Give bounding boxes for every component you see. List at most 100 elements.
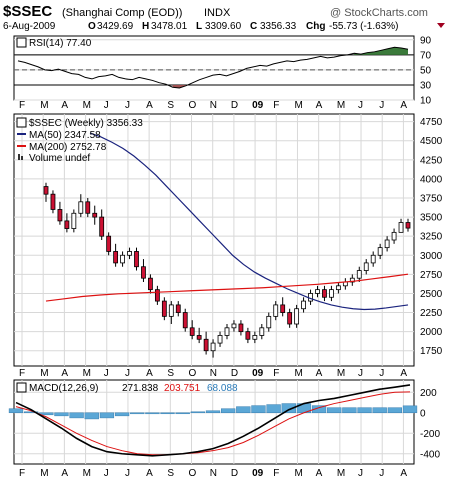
macd-histogram-bar: [145, 412, 160, 415]
x-tick-label: F: [19, 100, 25, 111]
candlestick: [175, 301, 181, 317]
x-tick-label: A: [400, 368, 407, 379]
volume-legend-bar: [18, 154, 20, 160]
watermark: @ StockCharts.com: [330, 7, 428, 19]
x-tick-label: M: [337, 368, 345, 379]
x-tick-label: J: [125, 100, 130, 111]
candle-body: [92, 212, 98, 218]
candlestick: [349, 274, 355, 286]
candlestick: [113, 243, 119, 267]
x-tick-label: M: [40, 468, 48, 479]
macd-histogram-bar: [266, 404, 281, 414]
candle-body: [189, 327, 195, 336]
close-label: C: [250, 21, 257, 32]
price-tick-label: 2000: [420, 327, 443, 338]
low-label: L: [196, 21, 202, 32]
x-tick-label: M: [83, 100, 91, 111]
candle-body: [377, 247, 383, 256]
price-tick-label: 2250: [420, 308, 443, 319]
price-tick-label: 3750: [420, 194, 443, 205]
candlestick: [245, 327, 251, 344]
macd-histogram-bar: [69, 412, 84, 419]
candle-body: [127, 251, 132, 256]
rsi-panel: 90 70 50 30 10 RSI(14) 77.40: [13, 35, 432, 107]
open-label: O: [88, 21, 96, 32]
price-legend-swatch: [16, 117, 27, 128]
rsi-tick-label: 50: [420, 65, 432, 76]
x-tick-label: A: [316, 100, 323, 111]
candle-body: [363, 262, 369, 271]
candle-body: [148, 277, 153, 291]
candlestick: [363, 259, 369, 275]
candle-body: [308, 293, 313, 302]
candlestick: [106, 232, 112, 256]
macd-histogram-bar: [236, 406, 251, 414]
x-tick-label: A: [316, 368, 323, 379]
macd-histogram-bar: [84, 412, 99, 420]
candlestick: [168, 301, 174, 324]
x-tick-label: N: [210, 100, 217, 111]
candle-body: [134, 251, 139, 268]
candlestick: [329, 285, 334, 302]
candlestick: [127, 247, 132, 260]
x-tick-label: D: [231, 468, 238, 479]
candle-body: [384, 239, 390, 249]
x-tick-label: A: [146, 368, 153, 379]
candle-body: [196, 335, 202, 340]
macd-histogram-bar: [402, 405, 418, 414]
candlestick: [384, 236, 390, 252]
macd-panel: 200 0 -200 -400 MACD(12,26,9) 271.838 203.751 6…: [8, 379, 440, 465]
candle-body: [113, 251, 119, 264]
x-tick-label: J: [379, 368, 384, 379]
candlestick: [370, 251, 376, 267]
x-tick-label: N: [210, 368, 217, 379]
macd-histogram-bar: [175, 412, 190, 415]
macd-legend: MACD(12,26,9): [29, 383, 98, 394]
candlestick: [231, 320, 237, 332]
candle-body: [161, 300, 167, 317]
candle-body: [315, 289, 320, 294]
x-tick-label: S: [167, 468, 174, 479]
candlestick: [57, 201, 63, 225]
candle-body: [349, 277, 355, 283]
candle-body: [245, 331, 251, 340]
candlestick: [405, 218, 411, 232]
change-label: Chg: [306, 21, 325, 32]
x-tick-label: O: [189, 368, 197, 379]
candle-body: [259, 327, 265, 336]
x-tick-label: J: [104, 100, 109, 111]
candlestick: [210, 339, 216, 358]
x-tick-label: M: [294, 468, 302, 479]
macd-histogram-bar: [357, 407, 372, 414]
candle-body: [405, 222, 411, 229]
candlestick: [259, 324, 265, 340]
macd-histogram-bar: [160, 412, 175, 415]
candlestick: [92, 205, 98, 225]
candle-body: [370, 254, 376, 264]
candlestick: [301, 297, 306, 313]
macd-histogram-bar: [372, 407, 387, 414]
candlestick: [280, 297, 286, 317]
x-tick-label: A: [400, 100, 407, 111]
macd-tick-label: 0: [420, 408, 426, 419]
candle-body: [252, 335, 258, 340]
candle-body: [266, 315, 272, 329]
x-tick-label: M: [337, 468, 345, 479]
volume-legend: Volume undef: [29, 153, 90, 164]
exchange-label: INDX: [204, 7, 231, 19]
candle-body: [280, 304, 286, 313]
macd-histogram-bar: [114, 412, 130, 417]
x-tick-label: M: [294, 368, 302, 379]
candlestick: [99, 209, 105, 240]
close-value: 3356.33: [260, 21, 297, 32]
x-tick-label: J: [379, 100, 384, 111]
candlestick: [287, 308, 293, 328]
candlestick: [391, 228, 397, 244]
candle-body: [301, 300, 306, 310]
rsi-legend-swatch: [16, 37, 27, 48]
candle-body: [294, 308, 300, 325]
rsi-line: [17, 46, 409, 89]
macd-histogram-bar: [251, 405, 266, 414]
rsi-tick-label: 70: [420, 50, 432, 61]
macd-histogram-bar: [54, 412, 69, 417]
